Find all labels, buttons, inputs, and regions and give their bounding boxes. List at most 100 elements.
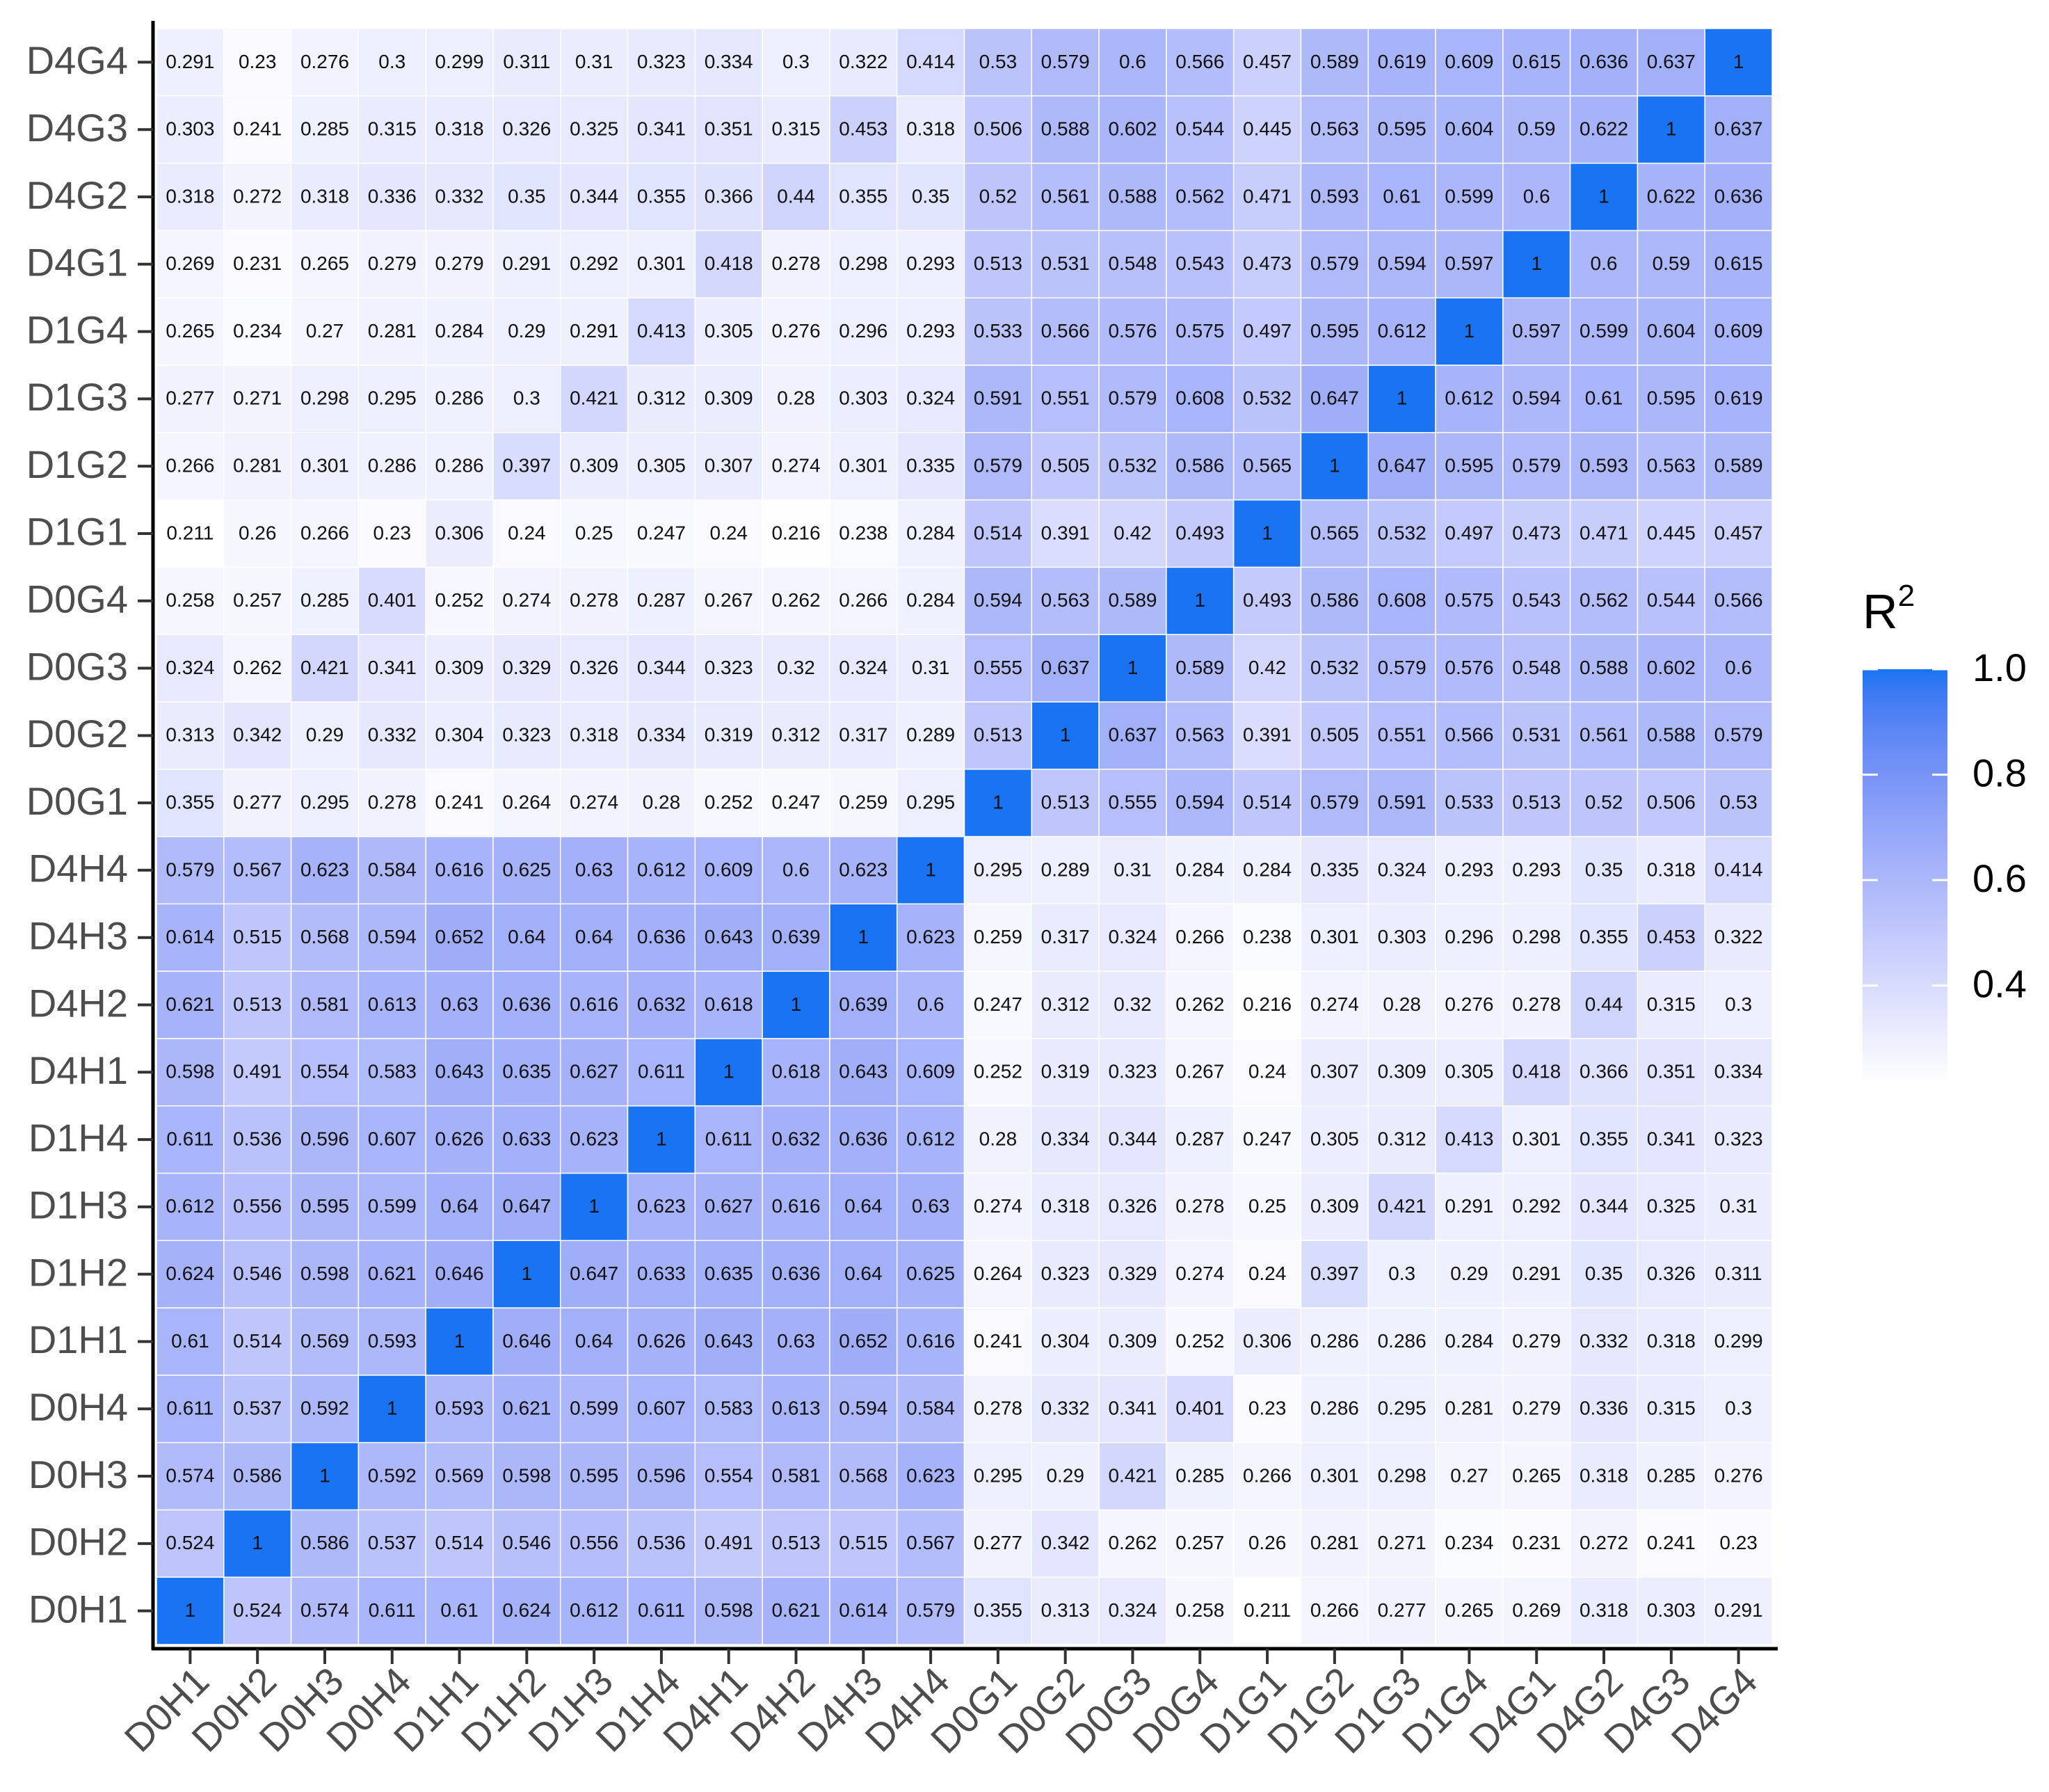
heatmap-cell [156,499,225,568]
cell-label: 0.3 [1725,1398,1752,1419]
cell-label: 0.292 [1512,1195,1561,1217]
cell-label: 0.24 [1248,1061,1287,1082]
cell-label: 0.592 [368,1464,417,1486]
cell-label: 0.612 [906,1128,955,1149]
y-tick-label: D0H4 [29,1385,128,1429]
cell-label: 0.622 [1580,118,1628,140]
cell-label: 0.623 [906,1464,955,1486]
heatmap-cell [560,230,629,298]
heatmap-cell [1031,1441,1100,1511]
cell-label: 0.609 [705,858,753,880]
cell-label: 0.563 [1175,724,1224,746]
heatmap-cell [1435,499,1504,568]
heatmap-cell [694,28,763,97]
heatmap-cell [223,970,292,1039]
cell-label: 1 [656,1128,667,1149]
heatmap-cell [1704,28,1773,97]
heatmap-cell [829,1375,898,1443]
cell-label: 0.269 [1512,1599,1561,1621]
heatmap-cell [963,1375,1033,1443]
cell-label: 0.621 [502,1398,551,1419]
cell-label: 0.614 [839,1599,887,1621]
heatmap-cell [1569,297,1639,366]
heatmap-cell [357,768,426,838]
heatmap-cell [963,566,1033,635]
heatmap-cell [357,1240,426,1309]
cell-label: 0.457 [1243,51,1292,72]
cell-label: 0.281 [368,320,417,342]
cell-label: 1 [1464,320,1475,342]
cell-label: 0.277 [974,1532,1022,1553]
heatmap-cell [156,1509,225,1578]
heatmap-cell [829,566,898,635]
cell-label: 0.42 [1248,657,1287,678]
cell-label: 0.325 [570,118,618,140]
heatmap-cell [627,162,696,232]
cell-label: 0.565 [1243,455,1292,477]
heatmap-cell [1166,1172,1235,1242]
cell-label: 0.597 [1445,253,1493,274]
cell-label: 0.584 [368,858,417,880]
heatmap-cell [425,835,494,905]
cell-label: 0.344 [1580,1195,1628,1217]
cell-label: 0.323 [705,657,753,678]
heatmap-cell [1502,566,1571,635]
cell-label: 0.636 [1714,185,1763,207]
heatmap-cell [156,1375,225,1443]
cell-label: 0.312 [1378,1128,1427,1149]
heatmap-cell [1232,162,1302,232]
cell-label: 0.323 [502,724,551,746]
heatmap-cell [1569,1375,1639,1443]
heatmap-cell [1031,297,1100,366]
cell-label: 0.284 [906,589,955,611]
cell-label: 0.566 [1041,320,1090,342]
cell-label: 0.604 [1445,118,1493,140]
heatmap-cell [1637,970,1705,1039]
cell-label: 0.626 [435,1128,484,1149]
cell-label: 0.421 [1108,1464,1157,1486]
cell-label: 0.636 [839,1128,887,1149]
heatmap-cell [290,28,360,97]
cell-label: 0.366 [1580,1061,1628,1082]
cell-label: 0.568 [300,926,349,947]
cell-label: 0.28 [777,387,815,409]
heatmap-cell [694,1576,763,1645]
heatmap-cell [1232,835,1302,905]
heatmap-cell [290,1038,360,1107]
heatmap-cell [1435,1307,1504,1376]
heatmap-cell [1435,566,1504,635]
heatmap-cell [560,1375,629,1443]
cell-label: 0.287 [1175,1128,1224,1149]
cell-label: 0.61 [1383,185,1421,207]
cell-label: 0.632 [771,1128,820,1149]
heatmap-cell [1637,1105,1705,1174]
cell-label: 0.269 [166,253,214,274]
cell-label: 0.579 [1512,455,1561,477]
cell-label: 0.565 [1310,522,1359,543]
heatmap-cell [425,230,494,298]
heatmap-cell [1232,903,1302,972]
cell-label: 0.618 [705,993,753,1015]
heatmap-cell [223,1307,292,1376]
heatmap-cell [1232,768,1302,838]
cell-label: 0.579 [166,858,214,880]
cell-label: 0.285 [300,589,349,611]
heatmap-cell [492,1441,561,1511]
cell-label: 0.247 [771,791,820,813]
cell-label: 0.318 [906,118,955,140]
cell-label: 0.312 [1041,993,1090,1015]
cell-label: 1 [993,791,1004,813]
cell-label: 0.548 [1108,253,1157,274]
cell-label: 0.591 [974,387,1022,409]
cell-label: 0.622 [1647,185,1696,207]
heatmap-cell [762,499,830,568]
cell-label: 0.612 [570,1599,618,1621]
cell-label: 1 [454,1330,465,1352]
cell-label: 0.301 [1310,1464,1359,1486]
cell-label: 0.23 [1719,1532,1758,1553]
cell-label: 0.303 [1378,926,1427,947]
cell-label: 0.566 [1714,589,1763,611]
heatmap-cell [1166,230,1235,298]
cell-label: 0.647 [1378,455,1427,477]
heatmap-cell [1367,1576,1436,1645]
